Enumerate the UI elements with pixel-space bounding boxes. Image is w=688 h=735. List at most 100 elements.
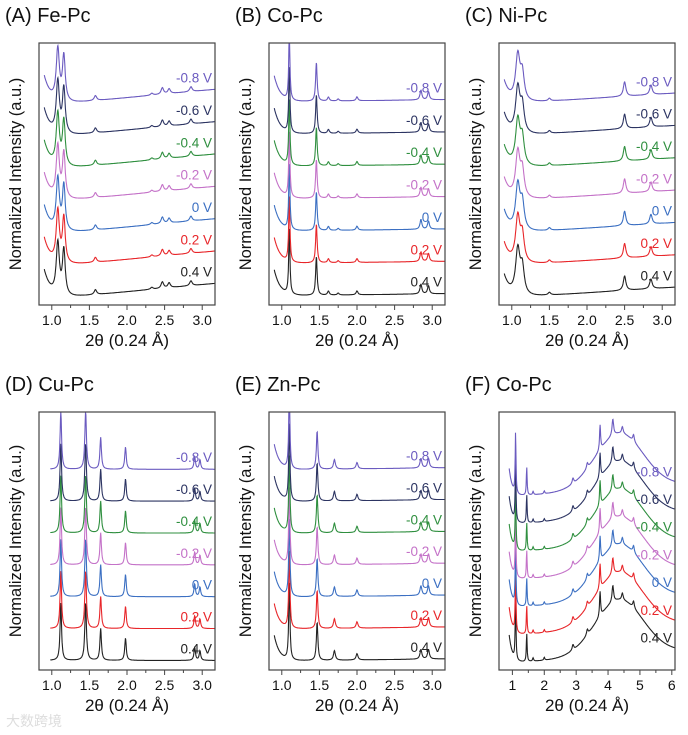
series-label: -0.8 V (176, 450, 212, 465)
series-line--0.8V (273, 43, 445, 102)
series-label: -0.8 V (406, 449, 442, 464)
x-axis-label: 2θ (0.24 Å) (545, 696, 629, 715)
series-line-0.2V (43, 205, 215, 264)
panel-title: (D) Cu-Pc (5, 374, 94, 396)
series-label: -0.4 V (176, 514, 212, 529)
series-line-0.4V (273, 582, 445, 661)
series-label: 0.4 V (640, 631, 672, 646)
x-tick-label: 5 (636, 677, 644, 693)
series-line-0V (503, 178, 675, 231)
series-label: -0.6 V (636, 492, 672, 507)
x-tick-label: 1.5 (540, 312, 560, 328)
series-label: 0.2 V (180, 232, 212, 247)
panel-1: (B) Co-Pc Normalized Intensity (a.u.) 2θ (… (235, 5, 446, 350)
panel-3: (D) Cu-Pc Normalized Intensity (a.u.) 2θ (… (5, 374, 216, 715)
panel-title: (A) Fe-Pc (5, 5, 91, 27)
watermark: 大数跨境 (6, 713, 62, 729)
series-label: 0.2 V (180, 609, 212, 624)
series-label: -0.6 V (176, 482, 212, 497)
x-tick-label: 6 (668, 677, 676, 693)
series-line--0.6V (273, 67, 445, 134)
x-tick-label: 2.0 (347, 312, 367, 328)
series-line--0.4V (273, 99, 445, 167)
series-line-0.4V (50, 602, 215, 661)
series-label: 0.4 V (180, 265, 212, 280)
series-line-0.2V (273, 551, 445, 629)
panel-4: (E) Zn-Pc Normalized Intensity (a.u.) 2θ (… (235, 374, 446, 715)
x-tick-label: 1.0 (42, 312, 62, 328)
series-label: -0.4 V (636, 139, 672, 154)
series-line--0.8V (273, 412, 445, 470)
series-line-0.2V (503, 210, 675, 263)
series-label: -0.8 V (636, 464, 672, 479)
series-line--0.6V (503, 81, 675, 134)
x-tick-label: 2.5 (155, 312, 175, 328)
series-line--0.4V (273, 455, 445, 534)
series-label: -0.2 V (176, 546, 212, 561)
y-axis-label: Normalized Intensity (a.u.) (467, 445, 485, 638)
x-tick-label: 3 (572, 677, 580, 693)
series-label: 0.4 V (410, 275, 442, 290)
series-label: 0.4 V (410, 640, 442, 655)
x-tick-label: 1.5 (80, 677, 100, 693)
series-line-0V (43, 173, 215, 232)
x-tick-label: 2 (540, 677, 548, 693)
panel-title: (E) Zn-Pc (235, 374, 321, 396)
x-tick-label: 1.5 (80, 312, 100, 328)
series-label: -0.2 V (176, 168, 212, 183)
x-axis-label: 2θ (0.24 Å) (315, 696, 399, 715)
series-label: -0.6 V (636, 107, 672, 122)
x-tick-label: 3.0 (192, 312, 212, 328)
series-label: -0.2 V (636, 171, 672, 186)
x-tick-label: 2.0 (117, 312, 137, 328)
x-tick-label: 3.0 (192, 677, 212, 693)
series-label: 0 V (652, 575, 672, 590)
panel-2: (C) Ni-Pc Normalized Intensity (a.u.) 2θ (… (465, 5, 676, 350)
x-axis-label: 2θ (0.24 Å) (85, 696, 169, 715)
x-tick-label: 2.0 (347, 677, 367, 693)
series-line--0.2V (503, 146, 675, 199)
x-tick-label: 2.5 (385, 312, 405, 328)
series-line--0.6V (43, 75, 215, 134)
series-line--0.4V (503, 113, 675, 166)
y-axis-label: Normalized Intensity (a.u.) (7, 445, 25, 638)
x-tick-label: 3.0 (652, 312, 672, 328)
panel-5: (F) Co-Pc Normalized Intensity (a.u.) 2θ (… (465, 374, 676, 715)
x-axis-label: 2θ (0.24 Å) (315, 331, 399, 350)
series-line--0.8V (503, 49, 675, 102)
y-axis-label: Normalized Intensity (a.u.) (467, 78, 485, 271)
series-label: -0.8 V (636, 74, 672, 89)
series-line-0.2V (508, 557, 675, 634)
y-axis-label: Normalized Intensity (a.u.) (237, 78, 255, 271)
series-label: 0 V (422, 210, 442, 225)
series-label: 0 V (192, 578, 212, 593)
series-label: 0.2 V (410, 242, 442, 257)
series-label: 0.2 V (640, 603, 672, 618)
series-line--0.4V (43, 108, 215, 167)
series-label: -0.2 V (636, 547, 672, 562)
panel-title: (C) Ni-Pc (465, 5, 547, 27)
series-label: -0.8 V (176, 71, 212, 86)
series-label: -0.6 V (176, 103, 212, 118)
series-line--0.6V (273, 423, 445, 502)
series-line--0.2V (273, 131, 445, 199)
series-label: -0.6 V (406, 481, 442, 496)
series-line-0V (508, 529, 675, 607)
x-tick-label: 2.5 (385, 677, 405, 693)
x-tick-label: 2.0 (117, 677, 137, 693)
series-label: 0.2 V (640, 236, 672, 251)
x-tick-label: 1.0 (42, 677, 62, 693)
series-line-0.4V (503, 243, 675, 296)
y-axis-label: Normalized Intensity (a.u.) (237, 445, 255, 638)
series-line-0.4V (43, 237, 215, 296)
x-axis-label: 2θ (0.24 Å) (545, 331, 629, 350)
x-axis-label: 2θ (0.24 Å) (85, 331, 169, 350)
x-tick-label: 3.0 (422, 312, 442, 328)
x-tick-label: 2.0 (577, 312, 597, 328)
series-line-0.2V (50, 571, 215, 630)
series-line--0.2V (273, 487, 445, 566)
series-label: -0.4 V (636, 520, 672, 535)
x-tick-label: 1.0 (272, 677, 292, 693)
series-line--0.2V (50, 507, 215, 566)
